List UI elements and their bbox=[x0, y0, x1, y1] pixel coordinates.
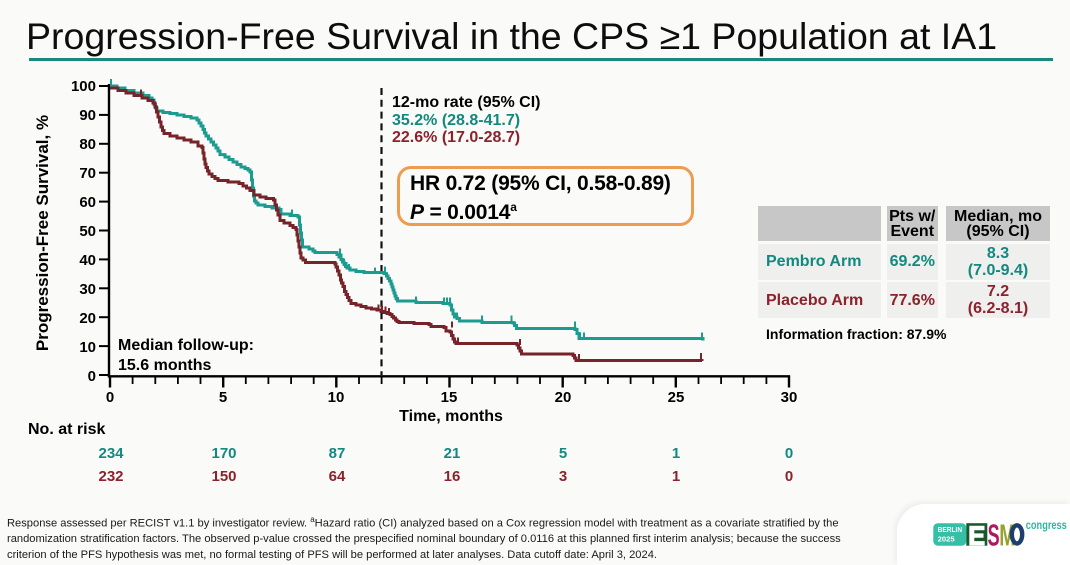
svg-text:BERLIN: BERLIN bbox=[938, 525, 963, 534]
svg-text:M: M bbox=[999, 518, 1015, 552]
svg-text:congress: congress bbox=[1026, 520, 1067, 532]
svg-text:S: S bbox=[988, 518, 1000, 552]
svg-text:2025: 2025 bbox=[938, 534, 956, 543]
